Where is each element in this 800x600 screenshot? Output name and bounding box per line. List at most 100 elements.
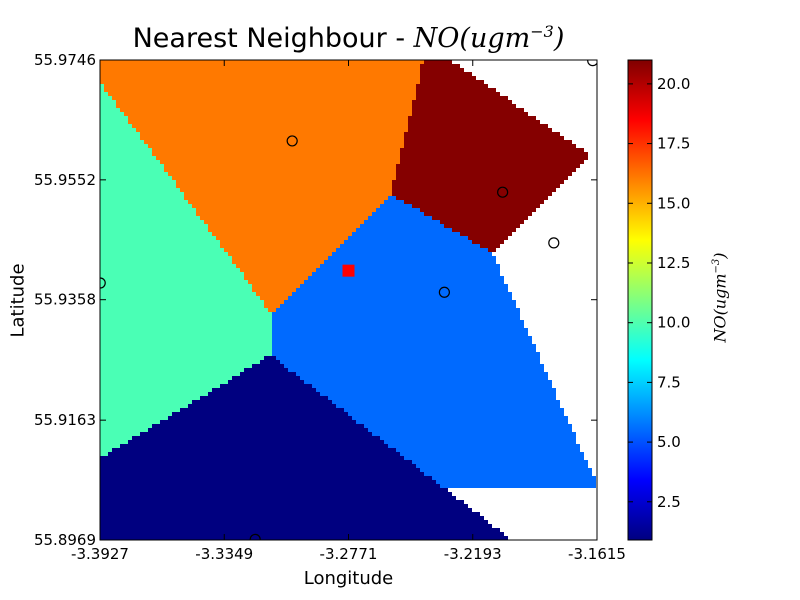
nn-cell — [248, 280, 304, 284]
nn-cell — [100, 168, 164, 172]
nn-cell — [100, 264, 236, 268]
nn-cell — [100, 84, 104, 88]
nn-cell — [100, 392, 208, 396]
nn-cell — [416, 92, 500, 96]
target-marker — [342, 264, 355, 277]
nn-cell — [100, 208, 196, 212]
nn-cell — [480, 244, 500, 248]
nn-cell — [432, 216, 528, 220]
nn-cell — [100, 76, 420, 80]
nn-cell — [328, 256, 496, 260]
nn-cell — [272, 340, 532, 344]
nn-cell — [388, 444, 580, 448]
nn-cell — [100, 228, 208, 232]
nn-cell — [380, 204, 412, 208]
nn-cell — [100, 268, 240, 272]
y-tick-label: 55.9163 — [34, 411, 96, 429]
nn-cell — [324, 260, 496, 264]
nn-cell — [188, 200, 384, 204]
nn-cell — [100, 400, 192, 404]
nn-cell — [232, 260, 324, 264]
x-axis: -3.3927 -3.3349 -3.2771 -3.2193 -3.1615 — [71, 60, 626, 563]
nn-cell — [100, 320, 272, 324]
nn-cell — [264, 356, 276, 360]
nn-cell — [440, 484, 596, 488]
nn-cell — [388, 196, 396, 200]
nn-cell — [272, 312, 520, 316]
nn-cell — [184, 192, 392, 196]
nn-cell — [100, 284, 252, 288]
nn-cell — [432, 476, 596, 480]
nn-cell — [404, 136, 564, 140]
nn-cell — [412, 112, 528, 116]
nn-cell — [384, 440, 576, 444]
nn-cell — [272, 320, 524, 324]
nn-cell — [164, 168, 396, 172]
nn-cell — [344, 240, 472, 244]
station-marker — [286, 135, 298, 147]
nn-cell — [360, 224, 444, 228]
nn-cell — [396, 196, 548, 200]
nn-cell — [100, 124, 132, 128]
nn-cell — [320, 392, 556, 396]
nn-cell — [220, 240, 344, 244]
nn-cell — [100, 204, 192, 208]
nn-cell — [420, 80, 484, 84]
nn-cell — [100, 328, 272, 332]
chart-title-prefix: Nearest Neighbour - — [132, 23, 414, 54]
nn-cell — [272, 336, 532, 340]
colorbar-tick-label: 12.5 — [657, 254, 690, 272]
nn-cell — [380, 436, 576, 440]
nn-cell — [384, 200, 404, 204]
nn-cell — [416, 88, 496, 92]
nn-cell — [100, 412, 172, 416]
nn-cell — [100, 240, 220, 244]
plot-area — [99, 59, 598, 541]
y-axis: 55.8969 55.9163 55.9358 55.9552 55.9746 — [34, 51, 597, 549]
nn-cell — [356, 420, 568, 424]
nn-cell — [100, 528, 500, 532]
nn-cell — [120, 444, 388, 448]
nn-cell — [124, 112, 412, 116]
nn-cell — [100, 128, 136, 132]
nn-cell — [176, 184, 392, 188]
nn-cell — [100, 104, 116, 108]
nn-cell — [396, 172, 572, 176]
nn-cell — [100, 376, 232, 380]
nn-cell — [100, 164, 164, 168]
nn-cell — [152, 148, 400, 152]
nn-cell — [348, 236, 468, 240]
nn-cell — [100, 516, 484, 520]
nn-cell — [424, 212, 532, 216]
nn-cell — [132, 124, 408, 128]
nn-cell — [404, 456, 584, 460]
nn-cell — [404, 140, 572, 144]
nn-cell — [100, 256, 232, 260]
nn-cell — [156, 156, 400, 160]
nn-cell — [424, 472, 592, 476]
nn-cell — [412, 204, 540, 208]
nn-cell — [420, 208, 536, 212]
nn-cell — [100, 456, 404, 460]
nn-cell — [332, 252, 492, 256]
nn-cell — [100, 364, 252, 368]
nn-cell — [368, 216, 432, 220]
nn-cell — [100, 72, 420, 76]
nn-cell — [100, 348, 272, 352]
nn-cell — [412, 108, 524, 112]
nn-cell — [460, 232, 512, 236]
nn-cell — [100, 448, 112, 452]
nn-cell — [288, 368, 544, 372]
nn-cell — [100, 472, 424, 476]
nn-cell — [100, 500, 464, 504]
nn-cell — [392, 188, 556, 192]
nn-cell — [208, 224, 360, 228]
nn-cell — [100, 336, 272, 340]
nn-cell — [284, 364, 544, 368]
nn-cell — [120, 108, 412, 112]
nn-cell — [272, 324, 524, 328]
nn-cell — [468, 236, 508, 240]
nn-cell — [420, 72, 472, 76]
nn-cell — [272, 328, 528, 332]
nn-cell — [100, 180, 176, 184]
